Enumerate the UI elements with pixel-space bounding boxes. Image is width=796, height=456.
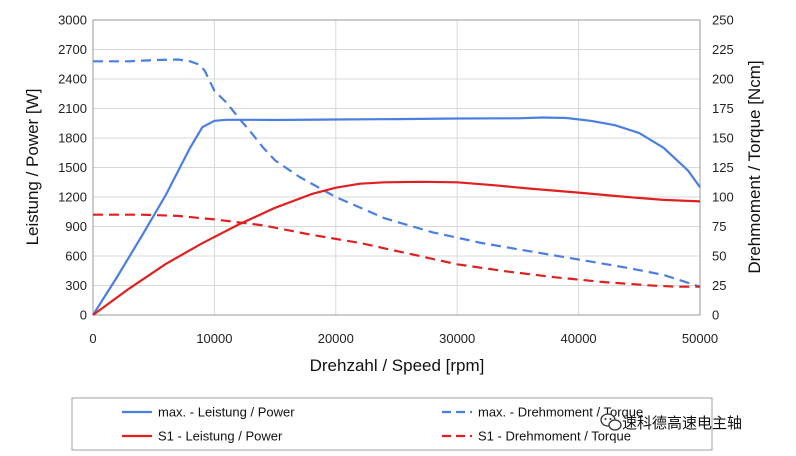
x-tick-labels: 0 10000 20000 30000 40000 50000 — [89, 331, 718, 346]
y-left-tick-label: 2400 — [58, 72, 87, 87]
y-left-tick-label: 1800 — [58, 131, 87, 146]
y-right-tick-label: 50 — [712, 249, 726, 264]
x-tick-label: 40000 — [561, 331, 597, 346]
y-right-tick-label: 225 — [712, 42, 734, 57]
x-tick-label: 10000 — [196, 331, 232, 346]
y-right-tick-label: 200 — [712, 72, 734, 87]
y-right-tick-labels: 0 25 50 75 100 125 150 175 200 225 250 — [712, 13, 734, 323]
y-left-tick-labels: 0 300 600 900 1200 1500 1800 2100 2400 2700 3000 — [58, 13, 87, 323]
y-left-tick-label: 0 — [80, 308, 87, 323]
y-right-tick-label: 0 — [712, 308, 719, 323]
y-left-axis-title: Leistung / Power [W] — [23, 89, 42, 246]
y-right-tick-label: 25 — [712, 278, 726, 293]
plot-frame — [92, 19, 701, 316]
y-right-tick-label: 150 — [712, 131, 734, 146]
series-line-4 — [93, 213, 700, 288]
series-lines — [92, 58, 701, 316]
y-left-tick-label: 300 — [65, 278, 87, 293]
watermark-text: 速科德高速电主轴 — [622, 414, 742, 432]
series-line-3 — [92, 180, 701, 316]
wechat-icon — [600, 413, 622, 431]
y-right-tick-label: 100 — [712, 190, 734, 205]
legend-label: max. - Drehmoment / Torque — [478, 405, 643, 420]
x-tick-label: 20000 — [318, 331, 354, 346]
x-axis-title: Drehzahl / Speed [rpm] — [310, 356, 485, 375]
y-right-axis-title: Drehmoment / Torque [Ncm] — [745, 60, 764, 273]
y-right-tick-label: 125 — [712, 160, 734, 175]
x-tick-label: 0 — [89, 331, 96, 346]
legend-label: S1 - Leistung / Power — [158, 429, 283, 444]
x-tick-label: 30000 — [439, 331, 475, 346]
y-left-tick-label: 1500 — [58, 160, 87, 175]
y-left-tick-label: 600 — [65, 249, 87, 264]
series-line-2 — [93, 58, 701, 288]
gridlines — [93, 20, 700, 315]
y-right-tick-label: 175 — [712, 101, 734, 116]
y-left-tick-label: 3000 — [58, 13, 87, 28]
x-tick-label: 50000 — [682, 331, 718, 346]
series-line-1 — [92, 116, 701, 316]
legend-label: S1 - Drehmoment / Torque — [478, 429, 631, 444]
legend: max. - Leistung / Power max. - Drehmoment… — [122, 405, 643, 444]
y-left-tick-label: 2700 — [58, 42, 87, 57]
legend-label: max. - Leistung / Power — [158, 405, 295, 420]
y-left-tick-label: 2100 — [58, 101, 87, 116]
watermark: 速科德高速电主轴 — [600, 413, 742, 432]
y-left-tick-label: 900 — [65, 219, 87, 234]
y-right-tick-label: 75 — [712, 219, 726, 234]
y-right-tick-label: 250 — [712, 13, 734, 28]
y-left-tick-label: 1200 — [58, 190, 87, 205]
